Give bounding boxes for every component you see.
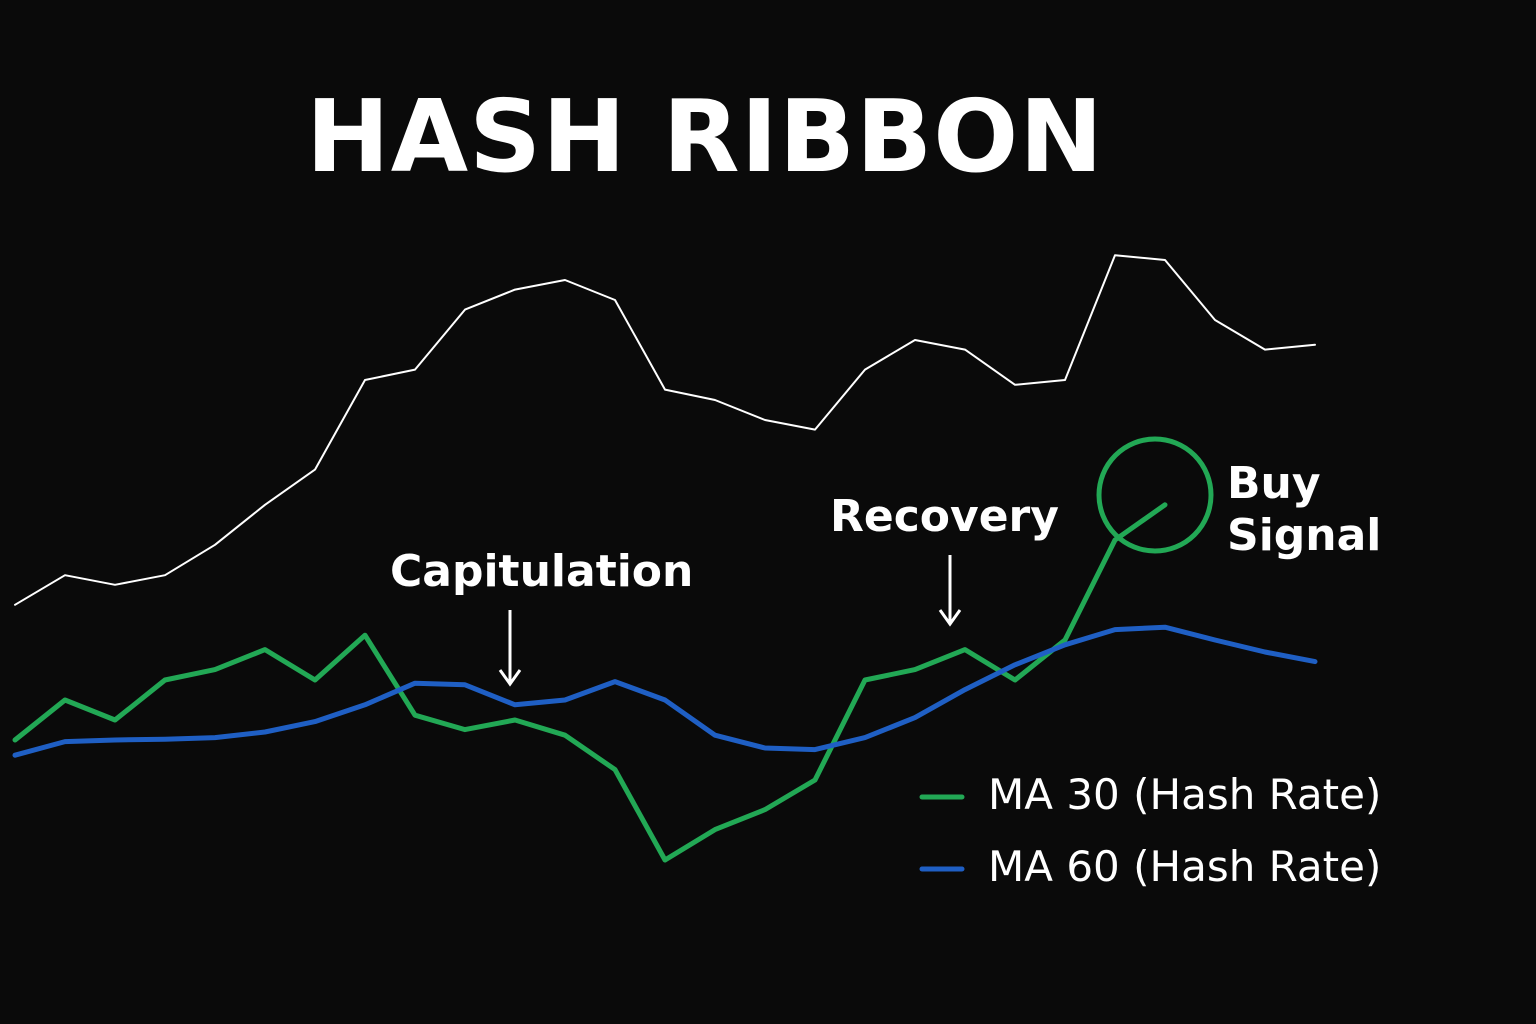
annotation: Recovery: [830, 491, 1059, 542]
legend-label: MA 30 (Hash Rate): [988, 770, 1382, 819]
annotation: Buy Signal: [1227, 458, 1382, 561]
signal-circle: [1096, 436, 1214, 554]
series-line: [12, 502, 1168, 863]
arrow: [498, 555, 962, 687]
legend-label: MA 60 (Hash Rate): [988, 842, 1382, 891]
annotation: Capitulation: [390, 546, 694, 597]
series-line: [14, 254, 1316, 606]
series-line: [12, 624, 1318, 758]
chart-title: HASH RIBBON: [306, 78, 1104, 195]
